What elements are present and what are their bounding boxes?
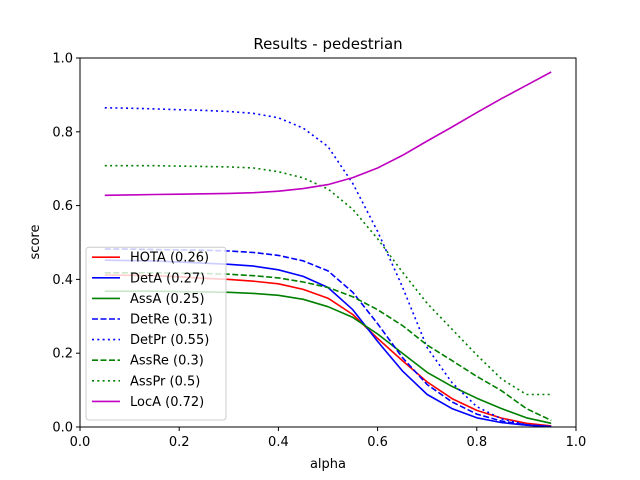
legend-label: HOTA (0.26) xyxy=(130,251,209,266)
y-tick-label: 0.4 xyxy=(52,273,73,288)
legend-label: DetRe (0.31) xyxy=(130,313,213,328)
x-tick-label: 0.8 xyxy=(466,435,487,450)
x-tick-label: 1.0 xyxy=(566,435,587,450)
x-axis-title: alpha xyxy=(310,457,346,472)
legend-label: AssPr (0.5) xyxy=(130,374,200,389)
plot-frame xyxy=(79,57,577,428)
chart-title: Results - pedestrian xyxy=(253,35,402,53)
legend-label: AssA (0.25) xyxy=(130,292,205,307)
series-line-3 xyxy=(104,248,552,428)
legend-label: DetA (0.27) xyxy=(130,271,205,286)
y-tick-label: 0.8 xyxy=(52,125,73,140)
legend: HOTA (0.26) DetA (0.27) AssA (0.25) DetRe (… xyxy=(85,246,227,421)
legend-label: AssRe (0.3) xyxy=(130,354,204,369)
y-tick-label: 0.6 xyxy=(52,199,73,214)
series-line-5 xyxy=(104,271,552,422)
legend-label: LocA (0.72) xyxy=(130,395,204,410)
legend-box xyxy=(85,246,227,421)
x-tick-label: 0.4 xyxy=(268,435,289,450)
series-line-7 xyxy=(104,71,552,197)
y-tick-label: 0.0 xyxy=(52,421,73,436)
y-tick-label: 1.0 xyxy=(52,52,73,67)
legend-label: DetPr (0.55) xyxy=(130,333,209,348)
x-tick-label: 0.6 xyxy=(367,435,388,450)
x-axis-ticks: 0.0 0.2 0.4 0.6 0.8 1.0 xyxy=(70,427,587,450)
y-axis-ticks: 0.0 0.2 0.4 0.6 0.8 1.0 xyxy=(52,52,80,436)
y-tick-label: 0.2 xyxy=(52,347,73,362)
series-line-6 xyxy=(104,164,552,396)
y-axis-title: score xyxy=(28,225,43,260)
x-tick-label: 0.2 xyxy=(169,435,190,450)
x-tick-label: 0.0 xyxy=(70,435,91,450)
series-line-4 xyxy=(104,107,552,428)
